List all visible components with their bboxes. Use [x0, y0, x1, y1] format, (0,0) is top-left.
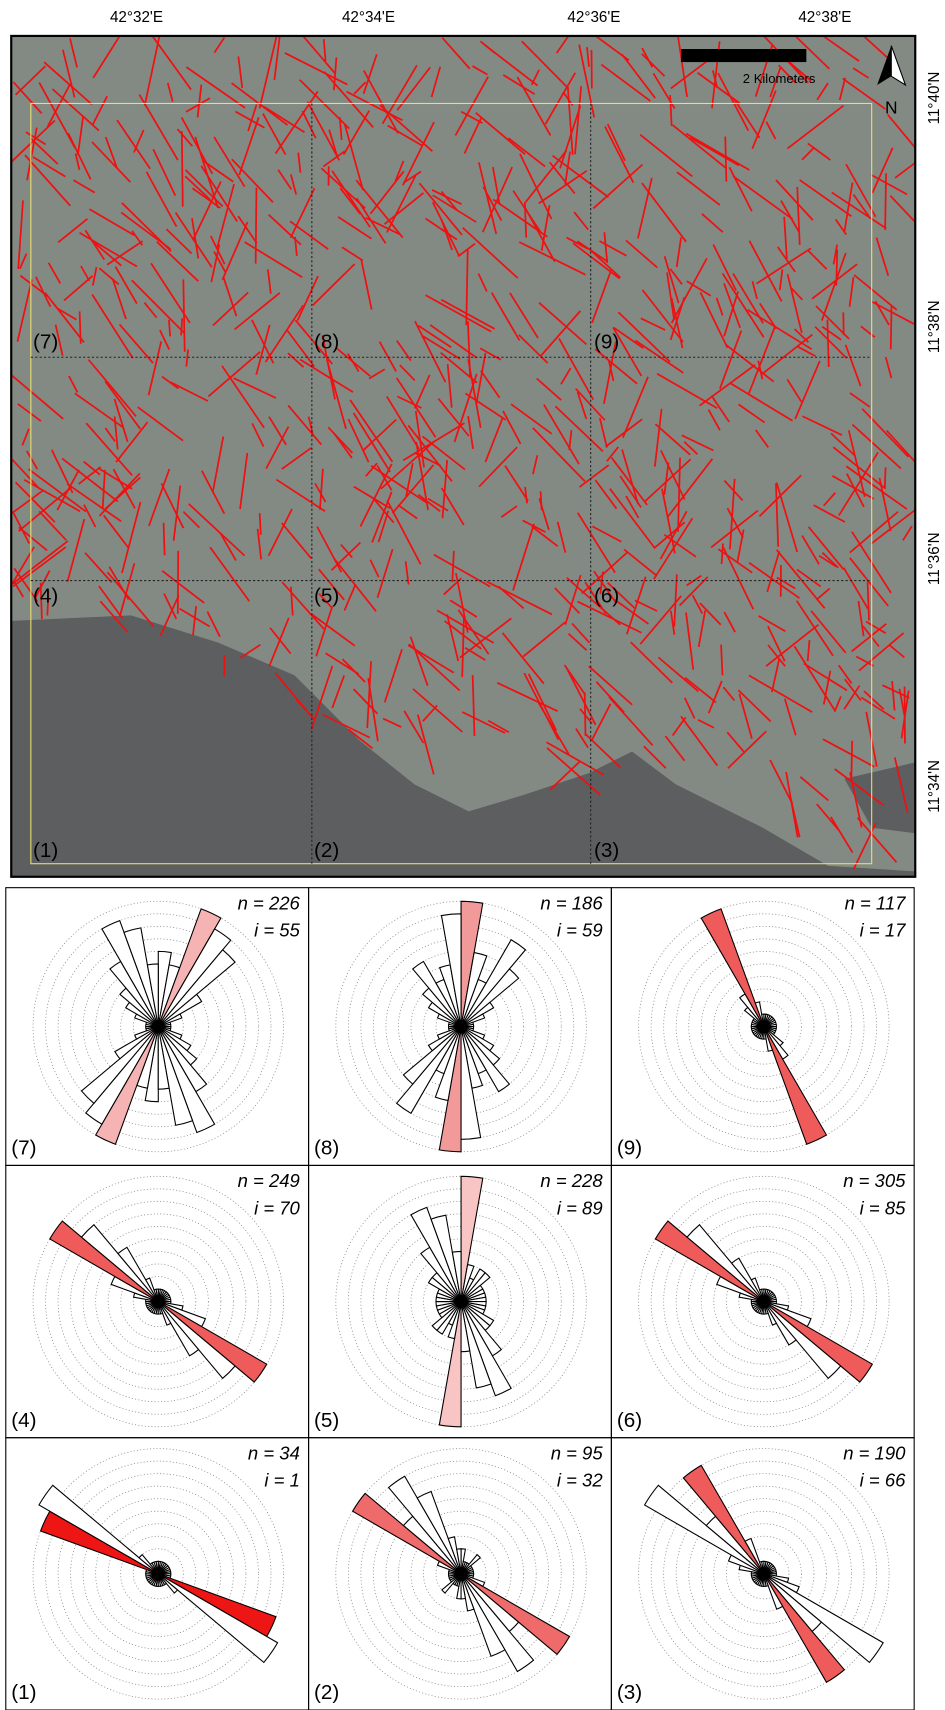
rose-center — [154, 1022, 163, 1031]
lineament — [164, 523, 165, 555]
intersection-label: i = 1 — [264, 1470, 299, 1491]
rose-center — [154, 1569, 163, 1578]
scale-bar — [681, 49, 806, 62]
rose-panel: n = 34 i = 1 (1) — [6, 1438, 309, 1710]
rose-center — [154, 1297, 163, 1306]
count-label: n = 34 — [248, 1442, 300, 1463]
count-label: n = 249 — [238, 1170, 300, 1191]
lineament — [885, 467, 886, 488]
panel-label: (7) — [11, 1137, 36, 1160]
rose-petal — [158, 1574, 276, 1637]
longitude-label: 42°36'E — [567, 9, 620, 26]
rose-center — [759, 1569, 768, 1578]
latitude-label: 11°36'N — [926, 532, 943, 585]
lineament — [260, 513, 261, 535]
cell-label: (7) — [33, 331, 58, 354]
rose-center — [759, 1297, 768, 1306]
intersection-label: i = 32 — [557, 1470, 603, 1491]
rose-panel: n = 117 i = 17 (9) — [611, 888, 914, 1166]
lineament — [256, 188, 257, 264]
cell-label: (5) — [314, 584, 339, 607]
cell-label: (3) — [594, 839, 619, 862]
rose-panel: n = 190 i = 66 (3) — [611, 1438, 914, 1710]
longitude-label: 42°34'E — [342, 9, 395, 26]
panel-label: (8) — [314, 1137, 339, 1160]
rose-panel: n = 186 i = 59 (8) — [309, 888, 612, 1166]
scale-label: 2 Kilometers — [743, 71, 816, 86]
latitude-label: 11°34'N — [926, 760, 943, 813]
rose-panel: n = 226 i = 55 (7) — [6, 888, 309, 1166]
panel-label: (4) — [11, 1409, 36, 1432]
rose-panel: n = 228 i = 89 (5) — [309, 1165, 612, 1437]
panel-label: (1) — [11, 1681, 36, 1704]
latitude-label: 11°38'N — [926, 300, 943, 353]
rose-panel: n = 305 i = 85 (6) — [611, 1165, 914, 1437]
intersection-label: i = 59 — [557, 920, 603, 941]
rose-center — [759, 1022, 768, 1031]
count-label: n = 228 — [540, 1170, 603, 1191]
latitude-label: 11°40'N — [926, 72, 943, 125]
cell-label: (1) — [33, 839, 58, 862]
cell-label: (2) — [314, 839, 339, 862]
lineament — [891, 306, 892, 349]
cell-label: (6) — [594, 584, 619, 607]
intersection-label: i = 85 — [860, 1197, 906, 1218]
lineament — [169, 320, 170, 337]
cell-label: (8) — [314, 331, 339, 354]
count-label: n = 226 — [238, 892, 301, 913]
north-label: N — [885, 97, 898, 117]
panel-label: (9) — [617, 1137, 642, 1160]
count-label: n = 117 — [845, 892, 907, 913]
longitude-label: 42°32'E — [110, 9, 163, 26]
rose-panels: n = 226 i = 55 (7) n = 186 i = 59 (8) n = 117 i… — [6, 888, 914, 1710]
panel-label: (3) — [617, 1681, 642, 1704]
cell-label: (9) — [594, 331, 619, 354]
count-label: n = 95 — [551, 1442, 604, 1463]
longitude-label: 42°38'E — [798, 9, 851, 26]
cell-label: (4) — [33, 584, 58, 607]
panel-label: (5) — [314, 1409, 339, 1432]
rose-center — [457, 1569, 466, 1578]
count-label: n = 186 — [540, 892, 603, 913]
rose-panel: n = 249 i = 70 (4) — [6, 1165, 309, 1437]
intersection-label: i = 66 — [860, 1470, 906, 1491]
intersection-label: i = 55 — [254, 920, 300, 941]
rose-center — [457, 1022, 466, 1031]
intersection-label: i = 17 — [860, 920, 906, 941]
rose-panel: n = 95 i = 32 (2) — [309, 1438, 612, 1710]
intersection-label: i = 89 — [557, 1197, 603, 1218]
intersection-label: i = 70 — [254, 1197, 300, 1218]
figure: 2 Kilometers N (7) (8) (9) (4) (5) (6) (1) (2) (… — [0, 0, 945, 1710]
panel-label: (2) — [314, 1681, 339, 1704]
panel-label: (6) — [617, 1409, 642, 1432]
count-label: n = 305 — [843, 1170, 906, 1191]
lineament — [182, 131, 183, 207]
rose-petal — [701, 909, 764, 1027]
lineament — [181, 318, 182, 335]
rose-center — [457, 1297, 466, 1306]
count-label: n = 190 — [843, 1442, 906, 1463]
